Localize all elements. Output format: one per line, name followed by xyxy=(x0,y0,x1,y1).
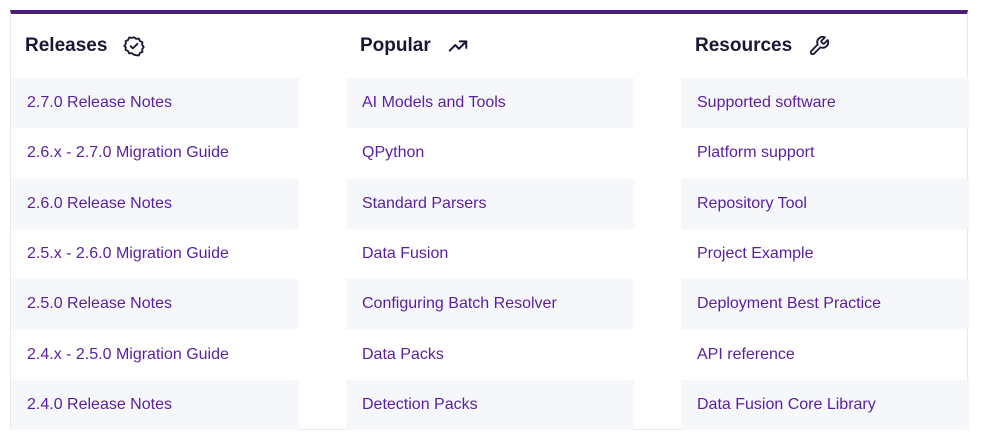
list-item[interactable]: Supported software xyxy=(681,78,969,129)
list-item[interactable]: 2.6.0 Release Notes xyxy=(11,178,299,229)
list-item[interactable]: Data Fusion Core Library xyxy=(681,379,969,431)
releases-list: 2.7.0 Release Notes 2.6.x - 2.7.0 Migrat… xyxy=(11,78,299,431)
list-item[interactable]: 2.4.x - 2.5.0 Migration Guide xyxy=(27,345,229,363)
list-item[interactable]: 2.7.0 Release Notes xyxy=(11,78,299,129)
list-item[interactable]: Project Example xyxy=(697,245,814,263)
list-item[interactable]: Standard Parsers xyxy=(346,178,634,229)
releases-heading: Releases xyxy=(11,14,299,78)
wrench-icon xyxy=(808,35,830,57)
resources-column: Resources Supported software Platform su… xyxy=(681,14,969,431)
badge-check-icon xyxy=(123,35,146,57)
trending-up-icon xyxy=(447,35,469,57)
popular-heading: Popular xyxy=(346,14,634,78)
list-item[interactable]: Configuring Batch Resolver xyxy=(346,279,634,330)
link-panel: Releases 2.7.0 Release Notes 2.6.x - 2.7… xyxy=(10,10,969,431)
list-item[interactable]: Platform support xyxy=(697,144,815,162)
popular-column: Popular AI Models and Tools QPython Stan… xyxy=(346,14,634,431)
list-item[interactable]: Data Fusion xyxy=(362,245,449,263)
releases-title: Releases xyxy=(25,35,108,56)
list-item[interactable]: AI Models and Tools xyxy=(346,78,634,129)
resources-heading: Resources xyxy=(681,14,969,78)
list-item[interactable]: Repository Tool xyxy=(681,178,969,229)
releases-column: Releases 2.7.0 Release Notes 2.6.x - 2.7… xyxy=(11,14,299,431)
resources-list: Supported software Platform support Repo… xyxy=(681,78,969,431)
list-item[interactable]: QPython xyxy=(362,144,425,162)
popular-list: AI Models and Tools QPython Standard Par… xyxy=(346,78,634,431)
resources-title: Resources xyxy=(695,35,793,56)
list-item[interactable]: API reference xyxy=(697,345,795,363)
list-item[interactable]: 2.5.0 Release Notes xyxy=(11,279,299,330)
list-item[interactable]: 2.5.x - 2.6.0 Migration Guide xyxy=(27,245,229,263)
list-item[interactable]: Deployment Best Practice xyxy=(681,279,969,330)
list-item[interactable]: Detection Packs xyxy=(346,379,634,431)
list-item[interactable]: 2.4.0 Release Notes xyxy=(11,379,299,431)
popular-title: Popular xyxy=(360,35,431,56)
list-item[interactable]: Data Packs xyxy=(362,345,444,363)
list-item[interactable]: 2.6.x - 2.7.0 Migration Guide xyxy=(27,144,229,162)
